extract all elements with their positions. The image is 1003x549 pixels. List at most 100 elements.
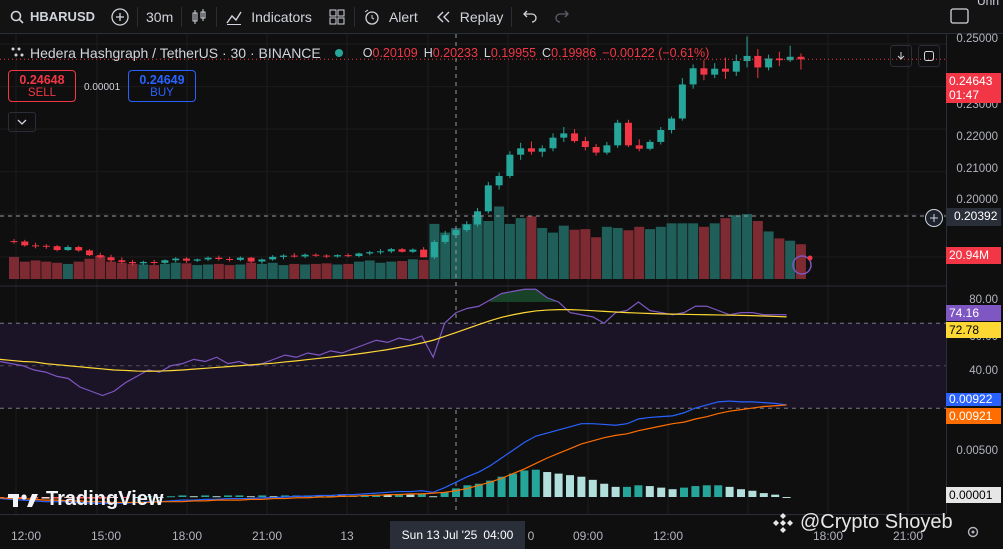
- volume-bar: [645, 229, 656, 279]
- rsi-tick: 80.00: [969, 294, 998, 306]
- chart-type-button[interactable]: [182, 0, 216, 33]
- layouts-button[interactable]: [320, 0, 354, 33]
- sell-button[interactable]: 0.24648 SELL: [8, 70, 76, 102]
- close-value: 0.19986: [551, 46, 597, 60]
- macd-histogram-bar: [258, 495, 267, 497]
- macd-histogram-bar: [714, 485, 723, 497]
- chart-legend: Hedera Hashgraph / TetherUS · 30 · BINAN…: [10, 45, 709, 61]
- watermark-text: @Crypto Shoyeb: [800, 511, 953, 533]
- volume-bar: [19, 261, 30, 279]
- volume-bar: [73, 261, 84, 279]
- candle-body: [484, 185, 492, 212]
- macd-histogram-bar: [543, 472, 552, 497]
- lightning-marker-dot: [807, 255, 813, 261]
- open-label: O: [362, 46, 373, 60]
- tradingview-logo[interactable]: TradingView: [8, 488, 163, 511]
- collapse-legend-button[interactable]: [8, 112, 36, 132]
- candle-body: [603, 145, 611, 153]
- volume-bar: [95, 255, 106, 279]
- volume-bar: [375, 262, 386, 279]
- alert-button[interactable]: Alert: [355, 0, 426, 33]
- macd-histogram-bar: [702, 485, 711, 497]
- volume-bar: [332, 264, 343, 279]
- layout-name[interactable]: Unn: [950, 0, 1003, 33]
- indicators-button[interactable]: Indicators: [217, 0, 320, 33]
- macd-histogram-bar: [748, 490, 757, 497]
- chart-canvas[interactable]: [0, 34, 946, 514]
- buy-button[interactable]: 0.24649 BUY: [128, 70, 196, 102]
- macd-histogram-bar: [509, 473, 517, 497]
- volume-bar: [310, 263, 321, 279]
- candle-body: [161, 260, 169, 263]
- candle-body: [474, 211, 482, 225]
- undo-button[interactable]: [512, 0, 546, 33]
- volume-bar: [353, 261, 364, 279]
- volume-bar: [170, 262, 181, 279]
- volume-bar: [256, 263, 267, 279]
- compare-button[interactable]: [103, 0, 137, 33]
- macd-histogram-bar: [360, 495, 369, 497]
- candle-body: [430, 241, 438, 258]
- candle-body: [215, 257, 223, 259]
- macd-histogram-bar: [497, 476, 506, 497]
- macd-histogram-bar: [189, 496, 198, 498]
- candle-body: [236, 257, 244, 260]
- candle-body: [581, 141, 589, 148]
- watermark: @Crypto Shoyeb: [772, 511, 953, 534]
- search-icon: [10, 10, 24, 24]
- plus-icon: [930, 214, 938, 222]
- price-axis[interactable]: 0.25000 0.23000 0.22000 0.21000 0.20000 …: [946, 33, 1003, 514]
- buy-label: BUY: [150, 87, 174, 99]
- signal-value-label: 0.00921: [946, 408, 1001, 424]
- candle-body: [139, 261, 147, 264]
- time-tick: 0: [527, 529, 535, 543]
- candle-body: [226, 258, 234, 260]
- maximize-pane-button[interactable]: [918, 45, 940, 67]
- rewind-icon: [436, 11, 450, 22]
- macd-histogram-bar: [395, 493, 403, 497]
- scroll-down-button[interactable]: [890, 45, 912, 67]
- macd-histogram-bar: [75, 497, 84, 499]
- candle-body: [517, 148, 525, 155]
- macd-histogram-bar: [110, 497, 118, 498]
- gear-icon: [967, 526, 979, 538]
- symbol-search[interactable]: HBARUSD: [0, 0, 103, 33]
- candle-body: [441, 235, 449, 242]
- interval-button[interactable]: 30m: [146, 8, 174, 25]
- buy-price: 0.24649: [139, 73, 185, 87]
- volume-bar: [623, 230, 634, 279]
- volume-bar: [752, 221, 763, 279]
- fullscreen-icon: [950, 8, 969, 24]
- volume-bar: [785, 240, 796, 279]
- volume-bar: [321, 263, 332, 279]
- macd-histogram-bar: [600, 483, 609, 497]
- time-tick: 12:00: [652, 529, 684, 543]
- ohlc-values: O0.20109 H0.20233 L0.19955 C0.19986 −0.0…: [363, 46, 710, 60]
- binance-square-icon: [773, 512, 793, 533]
- rsi-ma-value-label: 72.78: [946, 322, 1001, 338]
- time-tick: 12:00: [10, 529, 42, 543]
- candle-body: [765, 58, 773, 68]
- candle-body: [527, 148, 535, 152]
- replay-label: Replay: [459, 8, 504, 25]
- add-alert-plus-button[interactable]: [925, 209, 943, 227]
- candle-body: [290, 255, 298, 257]
- volume-bar: [698, 226, 709, 279]
- rsi-value-label: 74.16: [946, 305, 1001, 321]
- redo-button[interactable]: [546, 0, 580, 33]
- macd-histogram-bar: [178, 495, 187, 497]
- macd-histogram-bar: [269, 496, 278, 498]
- candle-body: [452, 230, 460, 236]
- pane-buttons: [890, 45, 940, 67]
- replay-button[interactable]: Replay: [426, 0, 512, 33]
- candle-body: [668, 118, 676, 130]
- time-axis[interactable]: 12:00 15:00 18:00 21:00 13 0 09:00 12:00…: [0, 514, 946, 549]
- volume-bar: [246, 262, 257, 279]
- volume-bar: [580, 229, 591, 279]
- macd-histogram-bar: [429, 496, 438, 498]
- divider: [216, 6, 218, 27]
- time-axis-settings-button[interactable]: [966, 525, 980, 542]
- macd-histogram-bar: [64, 497, 73, 498]
- macd-histogram-bar: [680, 487, 688, 497]
- macd-histogram-bar: [782, 497, 791, 498]
